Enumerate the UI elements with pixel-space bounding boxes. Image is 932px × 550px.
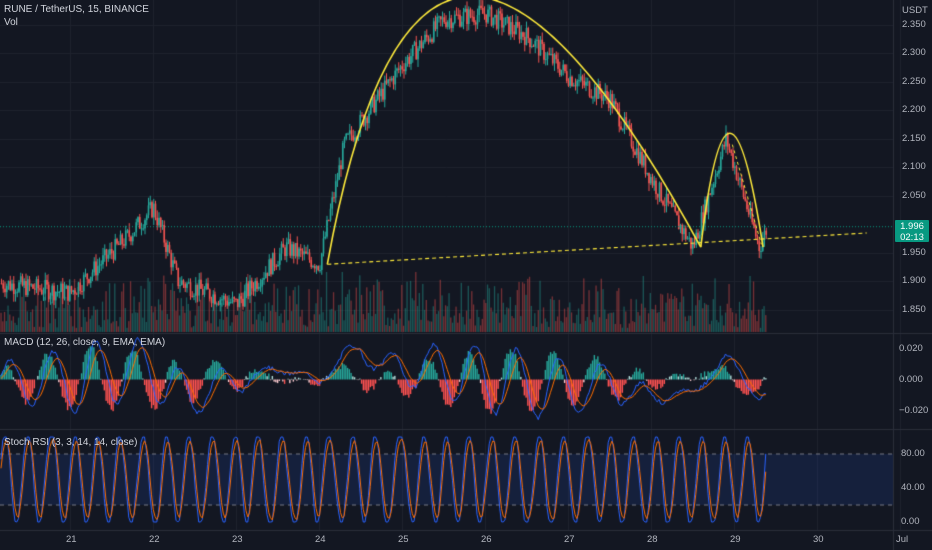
price-tick-label: 1.900	[902, 275, 926, 286]
time-tick-label: Jul	[896, 534, 909, 545]
price-tick-label: 2.200	[902, 104, 926, 115]
bar-countdown: 02:13	[900, 232, 924, 243]
time-tick-label: 22	[149, 534, 160, 545]
stoch-tick-label: 40.00	[901, 482, 925, 493]
last-price-tag: 1.996 02:13	[895, 220, 929, 243]
time-tick-label: 29	[730, 534, 741, 545]
time-tick-label: 25	[398, 534, 409, 545]
price-tick-label: 2.300	[902, 47, 926, 58]
time-tick-label: 26	[481, 534, 492, 545]
last-price-value: 1.996	[900, 221, 924, 232]
macd-tick-label: 0.020	[899, 342, 923, 354]
price-tick-label: 1.950	[902, 247, 926, 258]
price-currency: USDT	[902, 5, 928, 16]
time-tick-label: 28	[647, 534, 658, 545]
macd-indicator-label[interactable]: MACD (12, 26, close, 9, EMA, EMA)	[4, 337, 166, 348]
stoch-rsi-indicator-label[interactable]: Stoch RSI (3, 3, 14, 14, close)	[4, 437, 138, 448]
time-tick-label: 21	[66, 534, 77, 545]
stoch-tick-label: 80.00	[901, 448, 925, 459]
time-tick-label: 27	[564, 534, 575, 545]
price-tick-label: 2.150	[902, 133, 926, 144]
macd-tick-label: −0.020	[899, 404, 929, 416]
price-tick-label: 2.050	[902, 190, 926, 201]
price-tick-label: 2.250	[902, 76, 926, 87]
time-tick-label: 23	[232, 534, 243, 545]
macd-tick-label: 0.000	[899, 373, 923, 385]
time-tick-label: 24	[315, 534, 326, 545]
volume-indicator-label[interactable]: Vol	[4, 17, 18, 28]
price-tick-label: 2.100	[902, 161, 926, 172]
price-tick-label: 2.350	[902, 19, 926, 30]
stoch-tick-label: 0.00	[901, 516, 920, 527]
price-tick-label: 1.850	[902, 304, 926, 315]
time-tick-label: 30	[813, 534, 824, 545]
symbol-title[interactable]: RUNE / TetherUS, 15, BINANCE	[4, 4, 149, 15]
